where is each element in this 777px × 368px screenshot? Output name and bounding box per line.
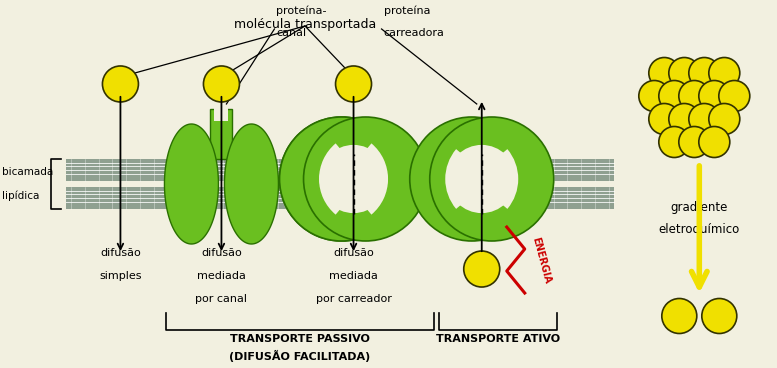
Bar bbox=[66, 187, 614, 209]
Wedge shape bbox=[280, 117, 382, 241]
Circle shape bbox=[326, 151, 382, 207]
Circle shape bbox=[702, 298, 737, 333]
Circle shape bbox=[659, 127, 690, 158]
Circle shape bbox=[304, 117, 427, 241]
Wedge shape bbox=[342, 144, 388, 215]
Text: bicamada: bicamada bbox=[2, 167, 54, 177]
Text: eletroquímico: eletroquímico bbox=[659, 223, 740, 237]
Circle shape bbox=[454, 151, 510, 207]
Text: lipídica: lipídica bbox=[2, 191, 40, 201]
Text: mediada: mediada bbox=[329, 271, 378, 281]
Circle shape bbox=[709, 57, 740, 88]
Circle shape bbox=[464, 251, 500, 287]
Circle shape bbox=[659, 81, 690, 112]
Polygon shape bbox=[165, 124, 218, 244]
Circle shape bbox=[679, 81, 710, 112]
Circle shape bbox=[639, 81, 670, 112]
Circle shape bbox=[319, 145, 388, 213]
Circle shape bbox=[409, 117, 534, 241]
Text: proteína-: proteína- bbox=[277, 6, 327, 16]
Text: molécula transportada: molécula transportada bbox=[234, 18, 376, 31]
Circle shape bbox=[688, 103, 720, 134]
Circle shape bbox=[649, 57, 680, 88]
Polygon shape bbox=[225, 124, 278, 244]
Circle shape bbox=[204, 66, 239, 102]
Circle shape bbox=[679, 127, 710, 158]
Text: difusão: difusão bbox=[333, 248, 374, 258]
Circle shape bbox=[430, 117, 554, 241]
Bar bbox=[211, 109, 232, 159]
Bar bbox=[214, 106, 228, 121]
Circle shape bbox=[336, 66, 371, 102]
Circle shape bbox=[662, 298, 697, 333]
Circle shape bbox=[669, 57, 700, 88]
Text: carreadora: carreadora bbox=[384, 28, 444, 38]
Circle shape bbox=[448, 145, 516, 213]
Circle shape bbox=[280, 117, 403, 241]
Text: TRANSPORTE PASSIVO: TRANSPORTE PASSIVO bbox=[230, 334, 370, 344]
Circle shape bbox=[103, 66, 138, 102]
Circle shape bbox=[699, 81, 730, 112]
Wedge shape bbox=[472, 149, 518, 209]
Text: canal: canal bbox=[277, 28, 307, 38]
Text: proteína: proteína bbox=[384, 6, 430, 16]
Circle shape bbox=[649, 103, 680, 134]
Text: gradiente: gradiente bbox=[671, 202, 728, 215]
Text: por canal: por canal bbox=[196, 294, 247, 304]
Text: simples: simples bbox=[99, 271, 141, 281]
Circle shape bbox=[709, 103, 740, 134]
Text: mediada: mediada bbox=[197, 271, 246, 281]
Circle shape bbox=[699, 127, 730, 158]
Text: difusão: difusão bbox=[100, 248, 141, 258]
Text: TRANSPORTE ATIVO: TRANSPORTE ATIVO bbox=[436, 334, 559, 344]
Circle shape bbox=[669, 103, 700, 134]
Text: por carreador: por carreador bbox=[315, 294, 392, 304]
Wedge shape bbox=[445, 149, 492, 209]
Circle shape bbox=[688, 57, 720, 88]
Text: ENERGIA: ENERGIA bbox=[530, 236, 552, 284]
Circle shape bbox=[719, 81, 750, 112]
Wedge shape bbox=[319, 144, 365, 215]
Bar bbox=[66, 159, 614, 181]
Text: (DIFUSÃO FACILITADA): (DIFUSÃO FACILITADA) bbox=[229, 350, 371, 362]
Text: difusão: difusão bbox=[201, 248, 242, 258]
